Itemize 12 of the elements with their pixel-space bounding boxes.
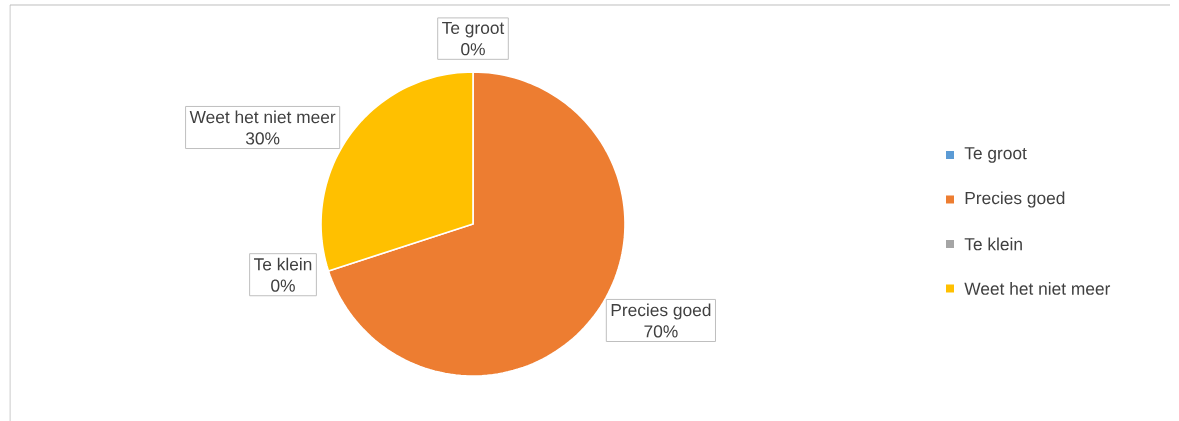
legend-label: Weet het niet meer xyxy=(964,281,1111,295)
category-label: Te groot xyxy=(442,21,505,38)
data-label: 70% xyxy=(644,325,678,338)
slice-label: Weet het niet meer xyxy=(189,110,336,123)
slice-label: Precies goed xyxy=(611,303,711,320)
category-label: Te klein xyxy=(254,257,312,271)
legend-label: Te groot xyxy=(964,147,1027,163)
data-label: 30% xyxy=(245,132,280,145)
text: 0% xyxy=(461,42,485,56)
text: 0% xyxy=(271,279,295,292)
legend-label: Precies goed xyxy=(965,191,1065,208)
legend-label: Te klein xyxy=(964,237,1022,251)
